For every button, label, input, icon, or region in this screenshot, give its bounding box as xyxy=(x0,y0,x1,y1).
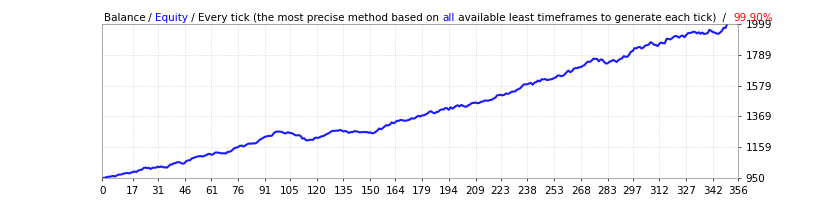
Text: Balance: Balance xyxy=(104,13,145,23)
Text: available least timeframes to generate each tick): available least timeframes to generate e… xyxy=(455,13,716,23)
Text: /: / xyxy=(716,13,732,23)
Text: /: / xyxy=(188,13,198,23)
Text: /: / xyxy=(145,13,156,23)
Text: Equity: Equity xyxy=(156,13,188,23)
Text: 99.90%: 99.90% xyxy=(732,13,771,23)
Text: all: all xyxy=(442,13,455,23)
Text: Every tick (the most precise method based on: Every tick (the most precise method base… xyxy=(198,13,442,23)
